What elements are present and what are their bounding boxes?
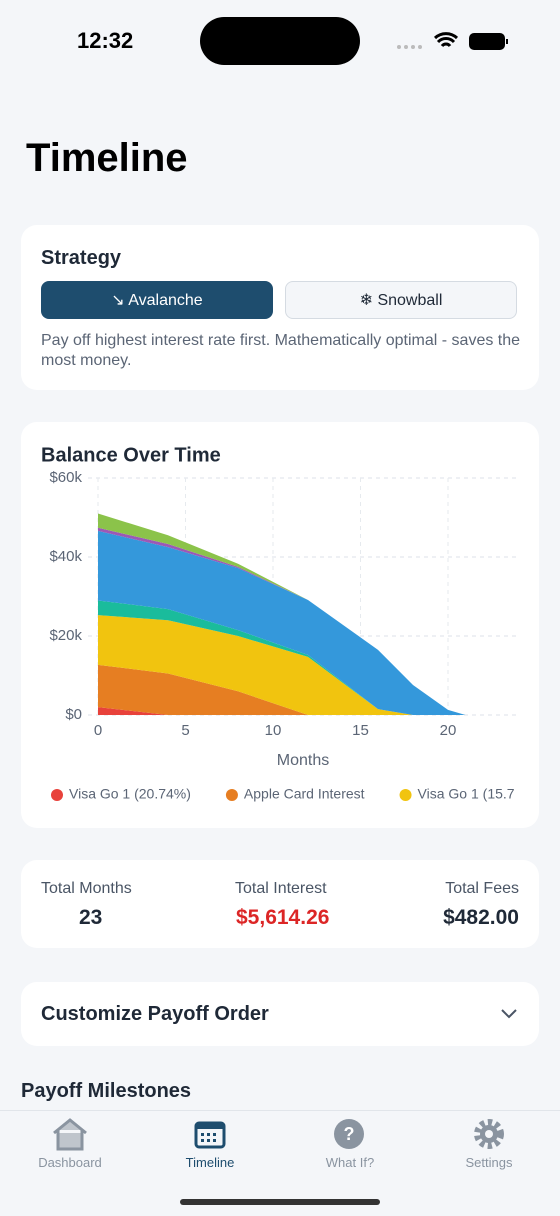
x-tick-label: 15 [352, 722, 369, 739]
area [98, 664, 466, 715]
x-tick-label: 20 [440, 722, 457, 739]
area [98, 513, 466, 715]
y-tick-label: $0 [65, 706, 82, 723]
legend-label: Visa Go 1 (15.7 [418, 786, 515, 802]
chevron [501, 1009, 517, 1019]
customize-title: Customize Payoff Order [41, 1003, 269, 1025]
area [98, 707, 466, 715]
legend-swatch [225, 789, 238, 801]
tab-icons: ? [53, 1118, 504, 1151]
strategy-description: Pay off highest interest rate first. Mat… [41, 332, 521, 369]
legend: Visa Go 1 (20.74%) Apple Card Interest Vis… [51, 786, 515, 802]
summary-label: Total Months [41, 880, 132, 897]
summary-value: $5,614.26 [236, 906, 330, 929]
dynamic-island [200, 17, 360, 65]
area [98, 530, 466, 715]
x-axis-label: Months [277, 752, 329, 769]
area [98, 615, 466, 715]
x-tick-label: 5 [181, 722, 189, 739]
legend-swatch [51, 789, 63, 801]
x-tick-label: 10 [265, 722, 282, 739]
section-title: Payoff Milestones [21, 1080, 192, 1102]
legend-swatch [399, 789, 412, 801]
tab-timeline[interactable]: Timeline [185, 1155, 235, 1170]
status-icons [397, 32, 508, 50]
tab-what-if[interactable]: What If? [325, 1155, 375, 1170]
summary-label: Total Fees [445, 880, 519, 897]
page-title: Timeline [26, 136, 188, 180]
summary-label: Total Interest [235, 880, 327, 897]
summary-value: $482.00 [443, 906, 519, 929]
y-tick-label: $40k [49, 548, 82, 565]
status-time: 12:32 [77, 28, 134, 53]
summary-value: 23 [79, 906, 103, 929]
snowball-button[interactable]: ❄ Snowball [285, 281, 517, 319]
card-title: Strategy [41, 247, 122, 269]
chart-title: Balance Over Time [41, 444, 221, 466]
customize-card[interactable]: Customize Payoff Order [21, 982, 539, 1046]
avalanche-button[interactable]: ↘ Avalanche [41, 281, 273, 319]
legend-label: Visa Go 1 (20.74%) [69, 786, 191, 802]
chart: Balance Over Time Months $0 $20k $40k $60k 0… [41, 444, 520, 802]
legend-label: Apple Card Interest [244, 786, 365, 802]
strategy-card: Strategy ↘ Avalanche ❄ Snowball Pay off … [21, 225, 539, 390]
home-indicator [180, 1199, 380, 1205]
svg-text:?: ? [344, 1124, 355, 1144]
tab-dashboard[interactable]: Dashboard [38, 1155, 102, 1170]
y-tick-label: $60k [49, 469, 82, 486]
tab-settings[interactable]: Settings [465, 1155, 513, 1170]
y-tick-label: $20k [49, 627, 82, 644]
tab-bar [0, 1110, 560, 1216]
summary-card: Total Months 23 Total Interest $5,614.26… [21, 860, 539, 948]
area [98, 600, 466, 715]
x-tick-label: 0 [94, 722, 102, 739]
